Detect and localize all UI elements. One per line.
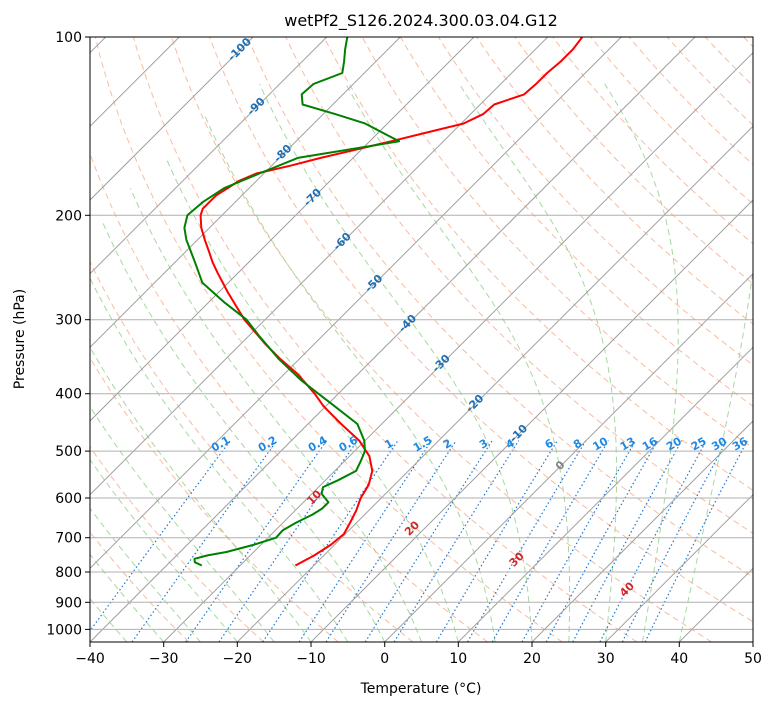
x-tick-label: 30 [597,651,615,667]
isotherm-line [90,37,401,349]
x-tick-label: −20 [223,651,253,667]
moist-adiabat-line [678,83,753,642]
isotherm-line [310,199,753,642]
y-axis-label: Pressure (hPa) [12,289,28,389]
mixing-ratio-line [393,440,520,642]
mixing-ratio-line [185,440,328,642]
isotherm-line [457,346,753,642]
axes-frame [89,36,754,643]
y-tick-label: 800 [55,565,82,581]
dry-adiabat-line [399,37,753,407]
x-tick-label: 20 [523,651,541,667]
isotherm-line [384,272,753,642]
moist-adiabat-line [90,405,275,642]
x-tick-label: −30 [149,651,179,667]
x-tick-label: −10 [296,651,326,667]
moist-adiabat-line [90,346,312,642]
dry-adiabat-line [132,37,638,642]
mixing-ratio-line [218,440,358,642]
mixing-ratio-line [90,440,231,632]
chart-title: wetPf2_S126.2024.300.03.04.G12 [284,11,558,31]
dewpoint-profile-line [183,37,401,567]
moist-adiabat-line [90,458,238,642]
x-tick-label: 10 [449,651,467,667]
y-tick-label: 400 [55,387,82,403]
dry-adiabat-line [476,37,753,325]
mixing-ratio-line [435,440,558,642]
x-tick-label: −40 [75,651,105,667]
mixing-ratio-lines [90,440,748,642]
x-axis-label: Temperature (°C) [360,681,482,697]
y-tick-label: 700 [55,531,82,547]
mixing-ratio-line [521,440,637,642]
y-tick-label: 600 [55,491,82,507]
temperature-profile-line [199,37,584,567]
dry-adiabat-line [209,37,753,623]
mixing-ratio-line [298,440,432,642]
mixing-ratio-line [466,440,587,642]
mixing-ratio-line [131,440,278,642]
moist-adiabat-line [203,114,496,642]
isotherm-line [605,493,753,642]
isotherm-line [90,37,549,496]
dry-adiabat-line [90,260,414,642]
dry-adiabat-line [628,37,753,166]
isotherm-line [236,125,753,642]
dry-adiabat-line [94,37,563,642]
isotherm-line [90,37,328,275]
y-tick-label: 300 [55,313,82,329]
moist-adiabat-line [90,553,165,642]
moist-adiabat-line [458,83,617,642]
moist-adiabats [90,83,753,642]
isotherm-line [90,37,475,422]
y-tick-label: 100 [55,30,82,46]
dry-adiabat-line [247,37,753,578]
isotherm-line [531,420,753,642]
moist-adiabat-line [101,221,386,642]
moist-adiabat-line [345,83,571,642]
isotherm-line [90,37,696,642]
y-axis-ticks: 100 200 300 400 500 600 700 800 900 1000 [46,30,90,638]
x-tick-label: 50 [744,651,762,667]
moist-adiabat-line [90,276,349,642]
mixing-ratio-line [599,440,707,642]
plot-area: -100-90-80-70-60-50-40-30-20-10010203040… [90,37,753,642]
mixing-ratio-line [644,440,748,642]
x-tick-label: 40 [670,651,688,667]
dry-adiabat-line [514,37,753,285]
isotherm-line [90,37,254,201]
y-tick-label: 200 [55,208,82,224]
dry-adiabat-line [90,446,264,642]
moist-adiabat-line [90,507,201,642]
x-axis-ticks: −40 −30 −20 −10 0 10 20 30 40 50 [75,642,762,667]
dry-adiabats [90,37,753,642]
y-tick-label: 500 [55,444,82,460]
moist-adiabat-line [129,187,422,642]
dry-adiabat-line [323,37,753,491]
y-tick-label: 900 [55,595,82,611]
isotherm-line [90,37,622,570]
mixing-ratio-line [491,440,609,642]
x-tick-label: 0 [380,651,389,667]
moist-adiabat-line [259,83,533,642]
y-tick-label: 1000 [46,622,82,638]
profile-series [183,37,584,567]
mixing-ratio-line [262,440,399,642]
